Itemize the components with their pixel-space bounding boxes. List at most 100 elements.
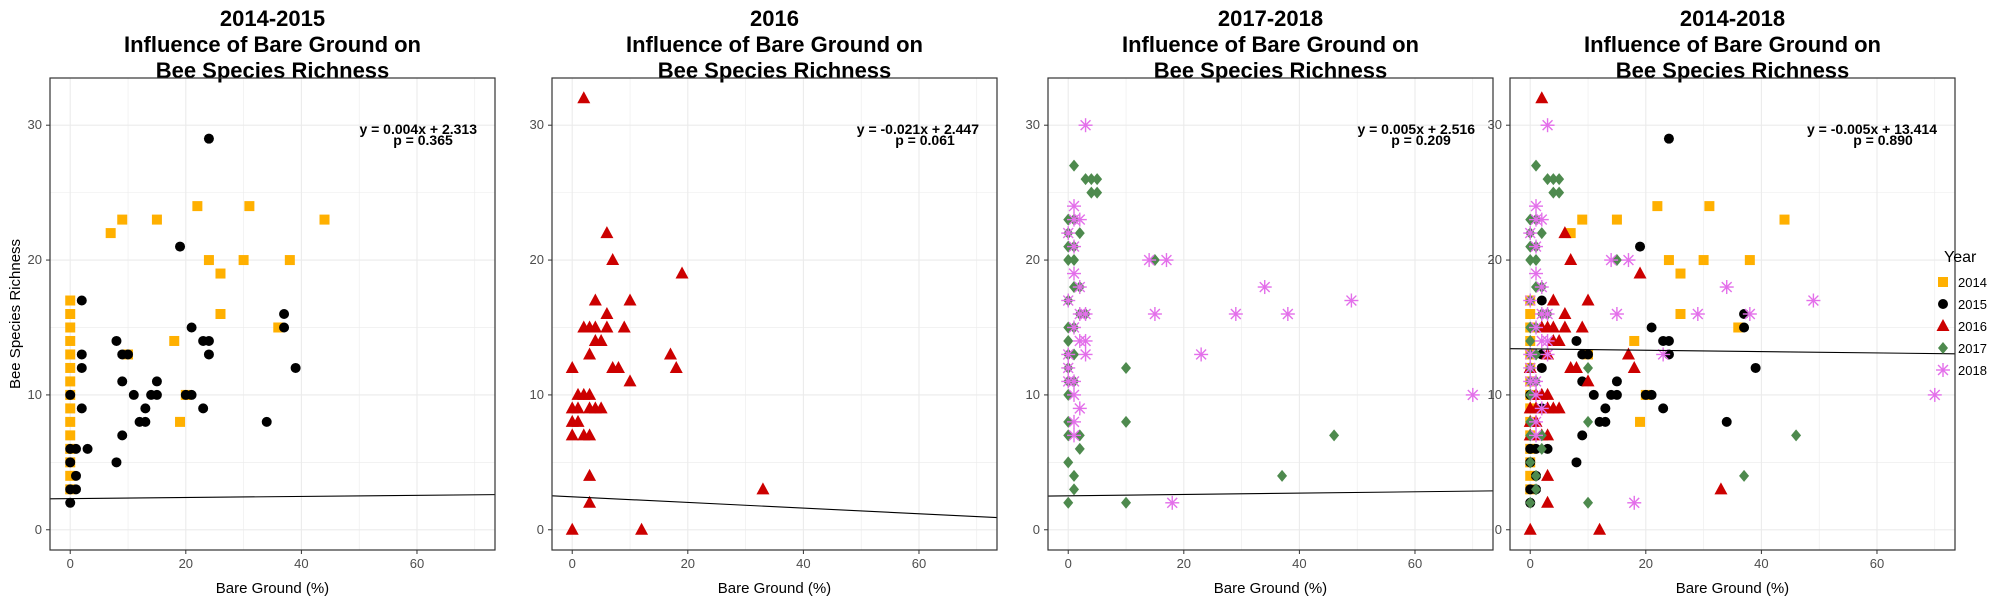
point-2015 bbox=[140, 403, 151, 414]
point-2014 bbox=[1525, 309, 1536, 319]
point-2018 bbox=[1078, 307, 1093, 321]
legend-label: 2017 bbox=[1958, 341, 1987, 356]
point-2015 bbox=[1542, 443, 1553, 454]
point-2018 bbox=[1072, 212, 1087, 227]
point-2015 bbox=[76, 403, 87, 414]
point-2015 bbox=[1600, 416, 1611, 427]
point-2017 bbox=[1583, 496, 1594, 509]
point-2015 bbox=[1536, 295, 1547, 306]
y-tick-label: 20 bbox=[1026, 252, 1040, 267]
point-2017 bbox=[1791, 429, 1802, 442]
point-2018 bbox=[1806, 293, 1821, 308]
point-2018 bbox=[1529, 414, 1544, 429]
point-2015 bbox=[290, 362, 301, 373]
legend-label: 2018 bbox=[1958, 363, 1987, 378]
point-2015 bbox=[1663, 335, 1674, 346]
point-2018 bbox=[1742, 307, 1757, 321]
y-tick-label: 10 bbox=[530, 387, 544, 402]
point-2017 bbox=[1063, 254, 1074, 267]
point-2016 bbox=[1552, 333, 1566, 346]
point-2017 bbox=[1074, 227, 1085, 240]
point-2014 bbox=[319, 214, 330, 225]
regression-line bbox=[49, 494, 496, 500]
point-2014 bbox=[238, 255, 249, 266]
point-2015 bbox=[1635, 241, 1646, 252]
point-2017 bbox=[1583, 361, 1594, 374]
point-2015 bbox=[151, 376, 162, 387]
point-2014 bbox=[65, 376, 76, 387]
point-2016 bbox=[583, 495, 597, 508]
point-2017 bbox=[1063, 334, 1074, 347]
point-2017 bbox=[1542, 173, 1553, 186]
point-2015 bbox=[76, 362, 87, 373]
points bbox=[1061, 118, 1480, 510]
point-2018 bbox=[1147, 307, 1162, 321]
panel-title-line-2: Influence of Bare Ground on bbox=[124, 32, 421, 57]
point-2018 bbox=[1529, 387, 1544, 402]
point-2016 bbox=[675, 266, 689, 279]
point-2014 bbox=[169, 335, 180, 346]
point-2015 bbox=[203, 349, 214, 360]
y-tick-label: 10 bbox=[1488, 387, 1502, 402]
point-2014 bbox=[1675, 268, 1686, 279]
point-2015 bbox=[76, 349, 87, 360]
point-2016 bbox=[1593, 522, 1607, 535]
point-2017 bbox=[1548, 186, 1559, 199]
point-2015 bbox=[1739, 322, 1750, 333]
point-2016 bbox=[1558, 226, 1572, 239]
point-2015 bbox=[71, 443, 82, 454]
point-2016 bbox=[1541, 387, 1555, 400]
point-2018 bbox=[1067, 266, 1082, 281]
point-2014 bbox=[273, 322, 284, 333]
point-2015 bbox=[71, 484, 82, 495]
point-2017 bbox=[1092, 173, 1103, 186]
point-2016 bbox=[1546, 293, 1560, 306]
point-2015 bbox=[82, 443, 93, 454]
point-2014 bbox=[65, 430, 76, 441]
point-2017 bbox=[1525, 334, 1536, 347]
point-2018 bbox=[1627, 495, 1642, 510]
point-2015 bbox=[117, 430, 128, 441]
point-2016 bbox=[577, 91, 591, 104]
point-2016 bbox=[571, 401, 585, 414]
point-2015 bbox=[186, 322, 197, 333]
point-2015 bbox=[1750, 362, 1761, 373]
y-tick-label: 20 bbox=[28, 252, 42, 267]
point-2017 bbox=[1525, 254, 1536, 267]
point-2015 bbox=[198, 403, 209, 414]
point-2014 bbox=[65, 322, 76, 333]
point-2018 bbox=[1078, 347, 1093, 362]
point-2015 bbox=[65, 497, 76, 508]
x-tick-label: 20 bbox=[1639, 556, 1653, 571]
point-2018 bbox=[1067, 387, 1082, 402]
point-2016 bbox=[1546, 320, 1560, 333]
point-2015 bbox=[1611, 376, 1622, 387]
point-2018 bbox=[1061, 360, 1076, 375]
points bbox=[565, 91, 770, 535]
point-2018 bbox=[1529, 320, 1544, 335]
point-2015 bbox=[140, 416, 151, 427]
point-2015 bbox=[1663, 133, 1674, 144]
legend-marker-2016 bbox=[1936, 319, 1950, 331]
point-2015 bbox=[1646, 322, 1657, 333]
point-2015 bbox=[1658, 403, 1669, 414]
panel-border bbox=[551, 77, 998, 551]
panel-title-line-3: Bee Species Richness bbox=[1616, 58, 1850, 83]
point-2015 bbox=[151, 389, 162, 400]
point-2018 bbox=[1523, 293, 1538, 308]
regression-equation: y = 0.005x + 2.516 bbox=[1357, 121, 1475, 137]
point-2018 bbox=[1523, 347, 1538, 362]
grid bbox=[1048, 78, 1493, 550]
point-2015 bbox=[186, 389, 197, 400]
point-2014 bbox=[65, 362, 76, 373]
point-2015 bbox=[1536, 362, 1547, 373]
y-tick-label: 30 bbox=[530, 117, 544, 132]
x-axis-label: Bare Ground (%) bbox=[1676, 580, 1789, 597]
point-2016 bbox=[1558, 320, 1572, 333]
point-2014 bbox=[215, 309, 226, 319]
point-2015 bbox=[1646, 389, 1657, 400]
point-2018 bbox=[1534, 401, 1549, 416]
x-tick-label: 0 bbox=[1527, 556, 1534, 571]
